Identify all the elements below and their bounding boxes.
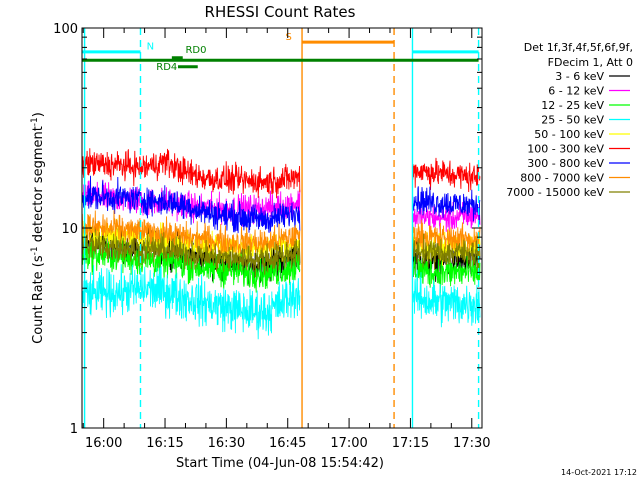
y-axis-label-prefix: Count Rate (s [31, 255, 46, 344]
y-axis-label-mid: detector segment [31, 126, 46, 246]
legend-entry-6: 100 - 300 keV [527, 143, 604, 156]
legend-entry-7: 300 - 800 keV [527, 157, 604, 170]
x-tick-label-2: 16:15 [146, 436, 183, 451]
series-6-segment-2 [412, 157, 481, 193]
y-axis-label-sup-1: -1 [30, 246, 40, 255]
legend-header-2: FDecim 1, Att 0 [548, 56, 633, 69]
axes: 1 10 100 16:00 16:15 16:30 16:45 17:00 17:15 17:3… [53, 22, 490, 451]
series-4-segment-1 [81, 264, 301, 340]
series-9-segment-1 [81, 232, 301, 278]
series-7-segment-1 [81, 175, 301, 234]
series-7-segment-2 [412, 186, 481, 225]
annotation-s-label: S [285, 32, 291, 43]
annotation-rd0-label: RD0 [185, 45, 206, 56]
series-4-segment-2 [412, 269, 481, 328]
legend-entry-4: 25 - 50 keV [541, 114, 604, 127]
legend-entry-9: 7000 - 15000 keV [506, 186, 604, 199]
annotation-rd4-label: RD4 [156, 62, 177, 73]
series-3-segment-2 [412, 252, 481, 294]
x-tick-label-5: 17:00 [330, 436, 367, 451]
series-6-segment-1 [81, 148, 301, 199]
legend: Det 1f,3f,4f,5f,6f,9f, FDecim 1, Att 03 -… [506, 41, 633, 199]
series-9-segment-2 [412, 233, 481, 272]
y-axis-label: Count Rate (s-1 detector segment-1) [30, 112, 46, 344]
y-axis-label-suffix: ) [31, 112, 46, 117]
series-2-segment-2 [412, 200, 481, 235]
annotation-n-label: N [147, 42, 154, 53]
x-tick-label-7: 17:30 [453, 436, 490, 451]
y-axis-label-sup-2: -1 [30, 117, 40, 126]
legend-entry-5: 50 - 100 keV [534, 128, 604, 141]
x-tick-label-1: 16:00 [85, 436, 122, 451]
x-tick-label-4: 16:45 [269, 436, 306, 451]
legend-entry-3: 12 - 25 keV [541, 99, 604, 112]
legend-header-1: Det 1f,3f,4f,5f,6f,9f, [524, 41, 633, 54]
plot-area: N S RD0 RD4 [81, 28, 481, 428]
legend-entry-2: 6 - 12 keV [548, 85, 604, 98]
footer-timestamp: 14-Oct-2021 17:12 [561, 468, 637, 477]
x-tick-label-3: 16:30 [208, 436, 245, 451]
y-tick-label-1: 1 [70, 422, 78, 437]
y-tick-label-2: 10 [61, 222, 78, 237]
legend-entry-1: 3 - 6 keV [555, 70, 604, 83]
x-tick-label-6: 17:15 [392, 436, 429, 451]
chart-title: RHESSI Count Rates [205, 3, 356, 21]
legend-entry-8: 800 - 7000 keV [520, 172, 604, 185]
series-8-segment-1 [81, 210, 301, 259]
y-tick-label-3: 100 [53, 22, 78, 37]
x-axis-label: Start Time (04-Jun-08 15:54:42) [176, 456, 384, 471]
